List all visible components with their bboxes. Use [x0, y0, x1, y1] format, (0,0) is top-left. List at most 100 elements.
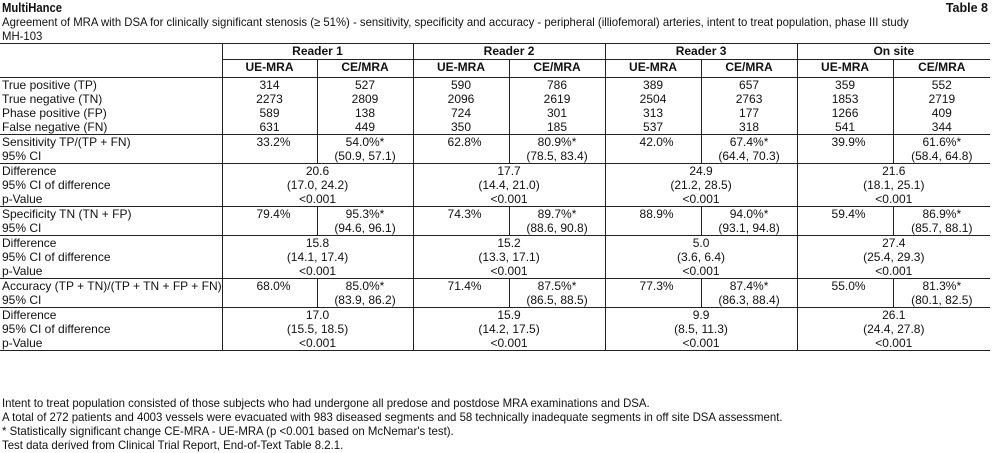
ce-value: 85.0%* [345, 279, 385, 293]
ce-value: 67.4%* [729, 135, 769, 149]
row-label-true-negative: True negative (TN) [2, 92, 103, 106]
difference-label: 95% CI of difference [2, 178, 111, 192]
count-cell: 786 2619 301 185 [508, 77, 606, 135]
ue-value: 79.4% [256, 207, 291, 221]
ce-ci: (85.7, 88.1) [911, 221, 973, 235]
difference-row: Difference 95% CI of difference p-Value 17.… [0, 307, 991, 351]
ce-value: 95.3%* [345, 207, 385, 221]
p-value: <0.001 [682, 192, 720, 206]
results-table: Reader 1 Reader 2 Reader 3 On site UE-MR… [0, 43, 991, 351]
table-number: Table 8 [945, 1, 988, 15]
footnote-2: A total of 272 patients and 4003 vessels… [2, 410, 783, 424]
sub-header-ce-mra: CE/MRA [892, 59, 991, 78]
difference-ci: (25.4, 29.3) [863, 250, 925, 264]
ce-ci: (93.1, 94.8) [718, 221, 780, 235]
ce-ci: (80.1, 82.5) [911, 293, 973, 307]
group-header-reader-2: Reader 2 [412, 43, 606, 60]
p-value: <0.001 [682, 264, 720, 278]
ue-value-cell: 55.0% [796, 278, 894, 308]
ue-value: 77.3% [639, 279, 674, 293]
caption-line-2: MH-103 [2, 29, 43, 43]
table-caption: Agreement of MRA with DSA for clinically… [2, 15, 987, 43]
ce-value-cell: 54.0%* (50.9, 57.1) [316, 134, 414, 164]
ce-value-cell: 89.7%* (88.6, 90.8) [508, 206, 606, 236]
difference-cell: 26.1 (24.4, 27.8) <0.001 [796, 307, 991, 351]
ce-value-cell: 94.0%* (93.1, 94.8) [700, 206, 798, 236]
ce-ci: (58.4, 64.8) [911, 149, 973, 163]
metric-label: Accuracy (TP + TN)/(TP + TN + FP + FN) [2, 279, 222, 293]
ue-value-cell: 59.4% [796, 206, 894, 236]
difference-value: 9.9 [692, 308, 710, 322]
difference-value: 26.1 [882, 308, 906, 322]
ce-value-cell: 67.4%* (64.4, 70.3) [700, 134, 798, 164]
count-cell: 389 2504 313 537 [604, 77, 702, 135]
footnote-1: Intent to treat population consisted of … [2, 396, 650, 410]
difference-cell: 15.9 (14.2, 17.5) <0.001 [412, 307, 606, 351]
ue-value-cell: 42.0% [604, 134, 702, 164]
p-value: <0.001 [875, 264, 913, 278]
count-cell: 527 2809 138 449 [316, 77, 414, 135]
difference-ci: (13.3, 17.1) [478, 250, 540, 264]
ce-ci: (64.4, 70.3) [718, 149, 780, 163]
difference-value: 20.6 [305, 164, 330, 178]
difference-ci: (15.5, 18.5) [286, 322, 349, 336]
group-header-on-site: On site [796, 43, 991, 60]
ue-value: 62.8% [447, 135, 482, 149]
ue-value: 68.0% [256, 279, 291, 293]
difference-value: 21.6 [882, 164, 906, 178]
ci-label: 95% CI [2, 149, 42, 163]
difference-cell: 15.2 (13.3, 17.1) <0.001 [412, 235, 606, 279]
ce-ci: (94.6, 96.1) [334, 221, 396, 235]
ce-ci: (50.9, 57.1) [334, 149, 396, 163]
ce-value-cell: 80.9%* (78.5, 83.4) [508, 134, 606, 164]
difference-value: 15.9 [497, 308, 521, 322]
ce-value: 94.0%* [729, 207, 769, 221]
p-value: <0.001 [682, 336, 720, 350]
metric-label: Specificity TN (TN + FP) [2, 207, 132, 221]
ce-value-cell: 95.3%* (94.6, 96.1) [316, 206, 414, 236]
ce-ci: (86.5, 88.5) [526, 293, 588, 307]
brand-name: MultiHance [2, 1, 63, 15]
sub-header-ue-mra: UE-MRA [604, 59, 702, 78]
difference-label: p-Value [2, 336, 43, 350]
ce-value-cell: 81.3%* (80.1, 82.5) [892, 278, 991, 308]
ce-value: 86.9%* [922, 207, 962, 221]
difference-label: p-Value [2, 264, 43, 278]
metric-labels: Sensitivity TP/(TP + FN) 95% CI [0, 134, 222, 164]
p-value: <0.001 [875, 336, 913, 350]
p-value: <0.001 [875, 192, 913, 206]
difference-cell: 21.6 (18.1, 25.1) <0.001 [796, 163, 991, 207]
p-value: <0.001 [298, 336, 337, 350]
difference-labels: Difference 95% CI of difference p-Value [0, 163, 222, 207]
difference-cell: 9.9 (8.5, 11.3) <0.001 [604, 307, 798, 351]
p-value: <0.001 [298, 264, 337, 278]
p-value: <0.001 [490, 192, 528, 206]
ce-value-cell: 87.5%* (86.5, 88.5) [508, 278, 606, 308]
difference-cell: 17.0 (15.5, 18.5) <0.001 [221, 307, 414, 351]
document-header: MultiHance Table 8 [2, 1, 988, 15]
sub-header-ue-mra: UE-MRA [796, 59, 894, 78]
row-label-false-negative: False negative (FN) [2, 120, 108, 134]
difference-ci: (8.5, 11.3) [674, 322, 728, 336]
ce-value: 87.5%* [537, 279, 577, 293]
row-label-false-positive: Phase positive (FP) [2, 106, 107, 120]
ue-value: 39.9% [831, 135, 866, 149]
ue-value: 33.2% [256, 135, 291, 149]
ue-value-cell: 68.0% [221, 278, 317, 308]
metric-label: Sensitivity TP/(TP + FN) [2, 135, 131, 149]
ue-value-cell: 62.8% [412, 134, 510, 164]
difference-row: Difference 95% CI of difference p-Value 15.… [0, 235, 991, 279]
ce-value: 61.6%* [922, 135, 962, 149]
ue-value-cell: 39.9% [796, 134, 894, 164]
metric-row: Sensitivity TP/(TP + FN) 95% CI 33.2% 54.0%… [0, 134, 991, 164]
ue-value-cell: 74.3% [412, 206, 510, 236]
difference-value: 27.4 [882, 236, 906, 250]
count-cell: 657 2763 177 318 [700, 77, 798, 135]
ue-value-cell: 79.4% [221, 206, 317, 236]
ue-value: 88.9% [639, 207, 674, 221]
difference-cell: 24.9 (21.2, 28.5) <0.001 [604, 163, 798, 207]
footnote-3: * Statistically significant change CE-MR… [2, 424, 454, 438]
footnote-4: Test data derived from Clinical Trial Re… [2, 438, 344, 452]
ue-value: 71.4% [447, 279, 482, 293]
difference-value: 24.9 [689, 164, 713, 178]
